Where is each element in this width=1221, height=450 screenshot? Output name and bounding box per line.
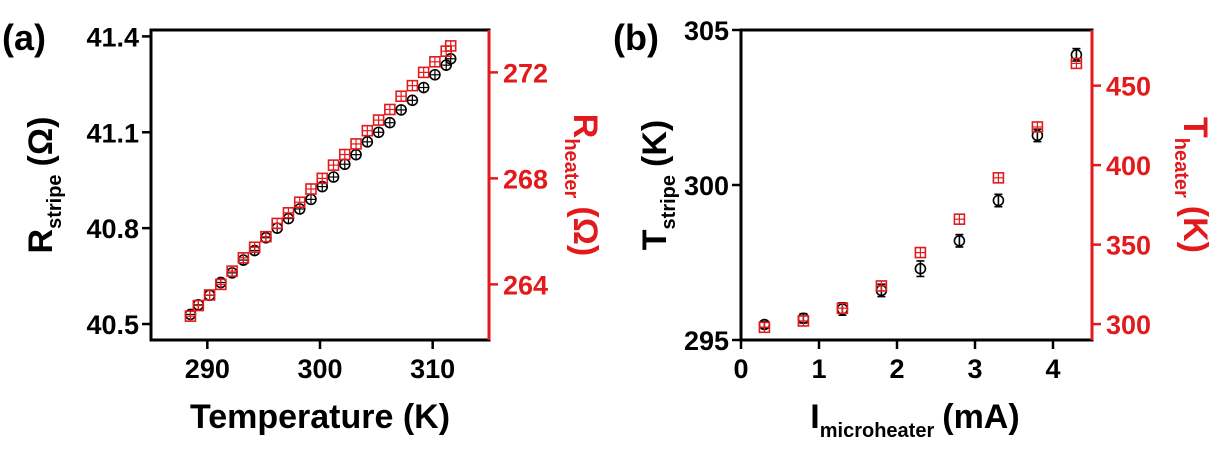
panel-b-y-tick-label: 300 xyxy=(684,171,729,201)
panel-a-ticks: 290 300 310 40.5 40.8 41.1 41.4 264 268 272 xyxy=(86,22,548,384)
panel-a-series1-point xyxy=(338,148,351,161)
panel-a-series1-point xyxy=(260,230,272,243)
panel-a-series1-point xyxy=(282,207,295,219)
panel-b-series1-point xyxy=(1070,57,1083,70)
panel-a-series1-point xyxy=(350,138,362,150)
panel-b-plot-frame xyxy=(739,28,1094,342)
panel-b-series1-point xyxy=(1031,121,1044,133)
panel-a-series0-point xyxy=(338,158,351,171)
panel-a-series1-point xyxy=(429,55,441,68)
panel-b-series0-point xyxy=(992,193,1005,208)
panel-a-series0-point xyxy=(361,136,374,148)
panel-a-plot-frame xyxy=(149,28,491,342)
panel-b-label: (b) xyxy=(613,17,659,58)
panel-a-series0-point xyxy=(350,148,362,161)
panel-a-series0-point xyxy=(406,94,419,107)
panel-b-y2-axis-label: Theater(K) xyxy=(1170,117,1214,253)
panel-a-series1-point xyxy=(226,265,238,277)
panel-b-y-tick-label: 305 xyxy=(684,16,729,46)
panel-b-series1-point xyxy=(758,321,771,334)
panel-b-x-tick-label: 4 xyxy=(1045,354,1060,384)
panel-b-series1-point xyxy=(992,172,1005,184)
panel-a-series1-point xyxy=(192,299,205,312)
panel-b-x-tick-label: 3 xyxy=(967,354,982,384)
panel-a-series1-point xyxy=(215,278,227,291)
panel-a-series1-point xyxy=(248,241,261,254)
panel-a-y-tick-label: 40.8 xyxy=(86,214,139,244)
panel-a-series1-point xyxy=(384,103,396,116)
panel-b-series1-point xyxy=(875,280,888,292)
panel-b-series1-point xyxy=(797,315,810,327)
panel-b-y2-tick-label: 350 xyxy=(1106,231,1151,261)
panel-b-data xyxy=(758,47,1083,334)
panel-a-series1-point xyxy=(293,196,306,209)
panel-a-series1-point xyxy=(184,310,197,322)
panel-a-series1-point xyxy=(395,90,407,103)
panel-b-ticks: 0 1 2 3 4 295 300 305 300 350 400 450 xyxy=(684,16,1151,384)
panel-a-series1-point xyxy=(444,40,457,52)
panel-a-series0-point xyxy=(384,116,396,129)
panel-b-series1-point xyxy=(914,246,927,259)
panel-a-series0-point xyxy=(429,68,441,81)
panel-a-series1-point xyxy=(361,124,374,137)
panel-b-series0-point xyxy=(914,260,927,278)
panel-a-x-axis-label: Temperature (K) xyxy=(190,398,450,436)
panel-b-y-axis-label: Tstripe(K) xyxy=(636,120,680,250)
panel-a-data xyxy=(184,40,457,322)
panel-a-series1-point xyxy=(271,217,283,230)
panel-b-series0-point xyxy=(953,233,966,248)
panel-a-series0-point xyxy=(327,171,340,183)
panel-a-series1-point xyxy=(372,114,385,126)
panel-a-y2-axis-label: Rheater(Ω) xyxy=(560,114,604,257)
panel-a-x-tick-label: 290 xyxy=(185,354,230,384)
panel-a-series0-point xyxy=(372,126,385,139)
panel-a: (a) 290 300 310 40.5 40.8 41.1 41.4 264 268 272 T… xyxy=(2,17,604,436)
panel-a-y2-tick-label: 264 xyxy=(503,270,548,300)
panel-b-x-tick-label: 0 xyxy=(733,354,748,384)
panel-a-y2-tick-label: 272 xyxy=(503,58,548,88)
panel-a-y2-tick-label: 268 xyxy=(503,164,548,194)
panel-b-y-tick-label: 295 xyxy=(684,326,729,356)
panel-a-series0-point xyxy=(395,104,407,116)
panel-b-x-tick-label: 2 xyxy=(889,354,904,384)
panel-b-y2-tick-label: 300 xyxy=(1106,310,1151,340)
panel-a-x-tick-label: 310 xyxy=(410,354,455,384)
panel-b-x-tick-label: 1 xyxy=(811,354,826,384)
panel-a-y-tick-label: 41.4 xyxy=(86,22,139,52)
panel-a-series0-point xyxy=(305,193,317,206)
panel-a-series0-point xyxy=(417,81,430,94)
panel-b-series1-point xyxy=(953,213,966,225)
panel-b-series1-point xyxy=(836,302,849,315)
panel-a-y-tick-label: 40.5 xyxy=(86,310,139,340)
panel-a-x-tick-label: 300 xyxy=(297,354,342,384)
panel-a-series1-point xyxy=(417,66,430,79)
panel-b-y2-tick-label: 400 xyxy=(1106,151,1151,181)
panel-a-series1-point xyxy=(237,252,250,264)
panel-a-y-tick-label: 41.1 xyxy=(86,118,139,148)
panel-a-series1-point xyxy=(203,289,216,301)
panel-a-series1-point xyxy=(406,79,419,92)
panel-b: (b) 0 1 2 3 4 295 300 305 300 350 400 450 Imicrohea… xyxy=(613,16,1214,442)
panel-a-label: (a) xyxy=(2,17,46,58)
panel-a-y-axis-label: Rstripe(Ω) xyxy=(22,117,66,254)
panel-a-series1-point xyxy=(316,172,329,185)
panel-a-series1-point xyxy=(305,183,317,195)
panel-b-x-axis-label: Imicroheater (mA) xyxy=(810,398,1019,442)
panel-b-y2-tick-label: 450 xyxy=(1106,72,1151,102)
panel-a-series1-point xyxy=(327,159,340,171)
